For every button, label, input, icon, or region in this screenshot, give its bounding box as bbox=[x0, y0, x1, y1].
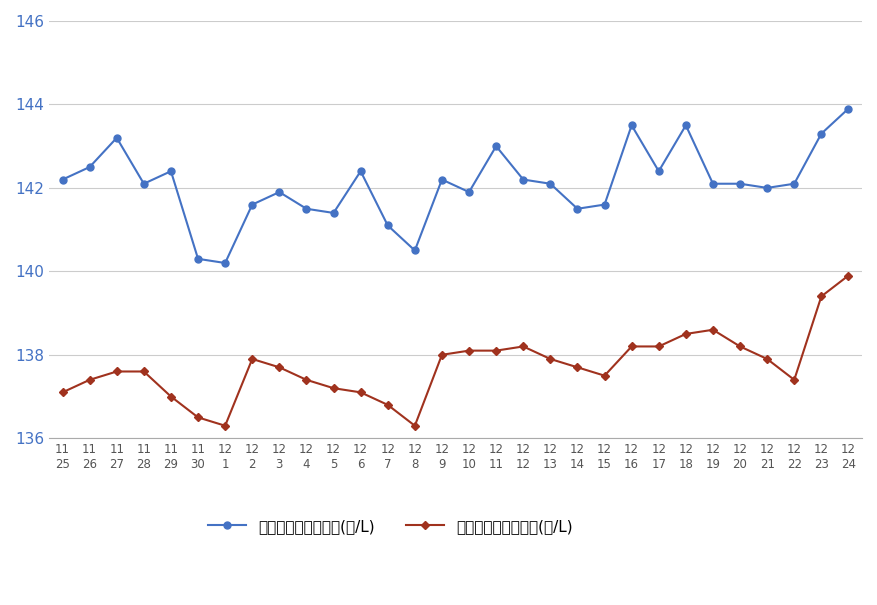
レギュラー実売価格(円/L) bbox=[599, 372, 610, 379]
レギュラー看板価格(円/L) bbox=[382, 222, 393, 229]
レギュラー看板価格(円/L) bbox=[789, 180, 800, 188]
レギュラー実売価格(円/L) bbox=[464, 347, 474, 355]
レギュラー看板価格(円/L) bbox=[139, 180, 149, 188]
レギュラー看板価格(円/L) bbox=[84, 163, 95, 171]
Line: レギュラー実売価格(円/L): レギュラー実売価格(円/L) bbox=[60, 273, 852, 428]
レギュラー実売価格(円/L) bbox=[572, 364, 582, 371]
レギュラー看板価格(円/L) bbox=[355, 168, 366, 175]
レギュラー実売価格(円/L) bbox=[247, 355, 258, 362]
レギュラー実売価格(円/L) bbox=[518, 343, 529, 350]
レギュラー実売価格(円/L) bbox=[762, 355, 773, 362]
レギュラー看板価格(円/L) bbox=[735, 180, 745, 188]
レギュラー看板価格(円/L) bbox=[599, 201, 610, 208]
レギュラー実売価格(円/L) bbox=[139, 368, 149, 375]
レギュラー看板価格(円/L) bbox=[275, 188, 285, 195]
レギュラー看板価格(円/L) bbox=[626, 122, 637, 129]
レギュラー看板価格(円/L) bbox=[681, 122, 691, 129]
レギュラー実売価格(円/L) bbox=[653, 343, 664, 350]
Line: レギュラー看板価格(円/L): レギュラー看板価格(円/L) bbox=[59, 105, 852, 266]
レギュラー看板価格(円/L) bbox=[653, 168, 664, 175]
レギュラー看板価格(円/L) bbox=[57, 176, 68, 183]
レギュラー実売価格(円/L) bbox=[382, 401, 393, 408]
レギュラー看板価格(円/L) bbox=[111, 134, 122, 142]
レギュラー実売価格(円/L) bbox=[437, 351, 447, 358]
レギュラー実売価格(円/L) bbox=[220, 422, 231, 430]
レギュラー看板価格(円/L) bbox=[247, 201, 258, 208]
レギュラー実売価格(円/L) bbox=[843, 272, 853, 279]
レギュラー実売価格(円/L) bbox=[57, 389, 68, 396]
レギュラー看板価格(円/L) bbox=[464, 188, 474, 195]
レギュラー実売価格(円/L) bbox=[275, 364, 285, 371]
レギュラー実売価格(円/L) bbox=[708, 326, 718, 333]
レギュラー看板価格(円/L) bbox=[545, 180, 556, 188]
レギュラー実売価格(円/L) bbox=[193, 414, 203, 421]
レギュラー実売価格(円/L) bbox=[410, 422, 420, 430]
レギュラー実売価格(円/L) bbox=[355, 389, 366, 396]
レギュラー看板価格(円/L) bbox=[518, 176, 529, 183]
レギュラー看板価格(円/L) bbox=[410, 247, 420, 254]
レギュラー実売価格(円/L) bbox=[328, 385, 339, 392]
レギュラー実売価格(円/L) bbox=[491, 347, 502, 355]
レギュラー実売価格(円/L) bbox=[735, 343, 745, 350]
レギュラー看板価格(円/L) bbox=[193, 255, 203, 263]
レギュラー実売価格(円/L) bbox=[681, 330, 691, 338]
レギュラー実売価格(円/L) bbox=[626, 343, 637, 350]
レギュラー看板価格(円/L) bbox=[437, 176, 447, 183]
レギュラー看板価格(円/L) bbox=[220, 260, 231, 267]
レギュラー看板価格(円/L) bbox=[301, 205, 311, 212]
レギュラー実売価格(円/L) bbox=[111, 368, 122, 375]
レギュラー看板価格(円/L) bbox=[328, 209, 339, 217]
レギュラー実売価格(円/L) bbox=[816, 293, 827, 300]
レギュラー看板価格(円/L) bbox=[708, 180, 718, 188]
レギュラー実売価格(円/L) bbox=[545, 355, 556, 362]
レギュラー実売価格(円/L) bbox=[84, 376, 95, 384]
レギュラー看板価格(円/L) bbox=[816, 130, 827, 137]
レギュラー看板価格(円/L) bbox=[491, 143, 502, 150]
レギュラー看板価格(円/L) bbox=[843, 105, 853, 113]
レギュラー看板価格(円/L) bbox=[166, 168, 176, 175]
Legend: レギュラー看板価格(円/L), レギュラー実売価格(円/L): レギュラー看板価格(円/L), レギュラー実売価格(円/L) bbox=[202, 512, 579, 540]
レギュラー看板価格(円/L) bbox=[572, 205, 582, 212]
レギュラー看板価格(円/L) bbox=[762, 185, 773, 192]
レギュラー実売価格(円/L) bbox=[301, 376, 311, 384]
レギュラー実売価格(円/L) bbox=[166, 393, 176, 400]
レギュラー実売価格(円/L) bbox=[789, 376, 800, 384]
